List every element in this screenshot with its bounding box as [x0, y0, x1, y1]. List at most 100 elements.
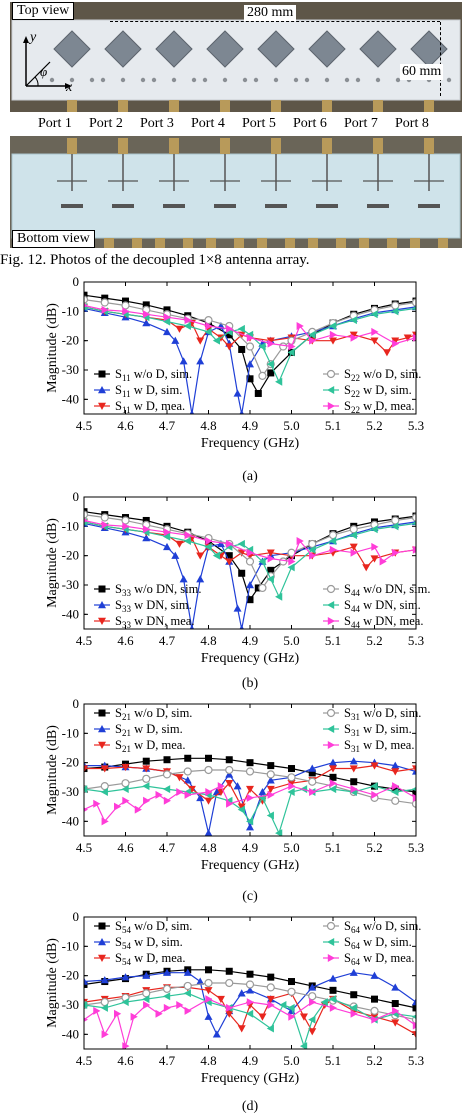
data-point: [327, 938, 335, 946]
data-point: [267, 369, 275, 377]
legend-entry: S64 w D, sim.: [323, 935, 412, 951]
data-point: [349, 316, 357, 325]
data-point: [287, 563, 295, 572]
data-point: [308, 1028, 317, 1036]
data-point: [391, 1000, 399, 1008]
data-point: [279, 342, 288, 351]
connector: [118, 138, 128, 154]
x-tick-label: 4.8: [200, 1053, 216, 1068]
top-view-photo: [10, 2, 462, 112]
data-point: [98, 585, 106, 593]
data-point: [142, 989, 151, 998]
data-point: [225, 331, 233, 339]
data-point: [412, 1004, 416, 1012]
data-point: [84, 807, 88, 812]
legend-entry: S21 w/o D, sim.: [94, 706, 192, 722]
svg-text:S44 w DN, sim.: S44 w DN, sim.: [344, 598, 421, 614]
data-point: [392, 548, 400, 557]
x-tick-label: 4.7: [159, 840, 176, 855]
data-point: [183, 776, 192, 784]
port-label-4: Port 4: [191, 116, 225, 131]
data-point: [326, 921, 336, 931]
data-point: [296, 537, 304, 545]
series-line: [84, 986, 416, 1035]
legend-entry: S33 w DN, sim.: [94, 598, 192, 614]
connector: [67, 138, 77, 154]
data-point: [267, 973, 275, 981]
data-point: [308, 539, 317, 549]
data-point: [309, 998, 317, 1007]
data-point: [329, 765, 337, 773]
port-label-5: Port 5: [242, 116, 276, 131]
data-point: [196, 357, 205, 365]
x-tick-label: 5.0: [283, 418, 299, 433]
height-dimension-arrow: [440, 22, 441, 96]
data-point: [246, 759, 254, 767]
data-point: [204, 978, 213, 988]
svg-text:S21 w/o D, sim.: S21 w/o D, sim.: [115, 706, 192, 722]
chart-4: 4.5 4.6 4.7 4.8 4.9 5.0 5.1 5.2 5.3 0 -10 -20 -30 -40…: [45, 909, 424, 1114]
data-point: [163, 756, 171, 764]
legend-entry: S64 w D, mea.: [323, 951, 414, 967]
y-tick-label: -20: [62, 333, 79, 348]
port-label-2: Port 2: [89, 116, 123, 131]
data-point: [98, 617, 106, 625]
data-point: [238, 345, 246, 353]
data-point: [412, 793, 416, 802]
data-point: [163, 313, 171, 322]
data-point: [179, 357, 188, 365]
data-point: [391, 522, 399, 531]
port-label-6: Port 6: [293, 116, 327, 131]
port-label-7: Port 7: [344, 116, 378, 131]
data-point: [100, 788, 108, 796]
data-point: [216, 995, 225, 1004]
data-point: [308, 1015, 316, 1024]
data-point: [349, 968, 358, 976]
data-point: [184, 754, 192, 762]
series-line: [84, 972, 416, 1036]
data-point: [288, 978, 295, 986]
data-point: [162, 984, 172, 993]
x-axis-label: Frequency (GHz): [201, 858, 300, 873]
data-point: [93, 1006, 101, 1015]
data-point: [163, 992, 171, 1001]
data-point: [142, 971, 151, 979]
chart-3: 4.5 4.6 4.7 4.8 4.9 5.0 5.1 5.2 5.3 0 -10 -20 -30 -40…: [45, 696, 424, 904]
x-tick-label: 4.6: [117, 1053, 134, 1068]
data-point: [391, 785, 399, 793]
data-point: [239, 625, 244, 629]
data-point: [121, 301, 130, 310]
patch-element: [257, 30, 295, 68]
data-point: [134, 805, 142, 814]
data-point: [100, 765, 109, 773]
data-point: [122, 307, 130, 316]
data-point: [327, 402, 335, 410]
data-point: [225, 765, 234, 775]
svg-text:S54 w D, mea.: S54 w D, mea.: [115, 951, 185, 967]
data-point: [184, 316, 192, 325]
data-point: [246, 793, 254, 802]
data-point: [329, 995, 337, 1004]
data-point: [100, 782, 109, 791]
y-axis-label: Magnitude (dB): [45, 303, 60, 393]
data-point: [246, 823, 254, 831]
data-point: [212, 1030, 221, 1038]
patch-element: [155, 30, 193, 68]
data-point: [275, 829, 283, 836]
legend-entry: S31 w D, mea.: [323, 738, 414, 754]
data-point: [93, 799, 101, 808]
y-tick-label: -30: [62, 997, 79, 1012]
bottom-view-label: Bottom view: [12, 230, 95, 248]
data-point: [308, 769, 316, 777]
patch-element: [308, 30, 346, 68]
data-point: [100, 513, 109, 522]
data-point: [279, 1001, 287, 1009]
data-point: [350, 1009, 358, 1018]
data-point: [163, 542, 171, 551]
data-point: [205, 537, 213, 545]
legend-entry: S31 w D, sim.: [323, 722, 412, 738]
data-point: [371, 542, 379, 551]
subfigure-label: (d): [242, 1099, 259, 1114]
data-point: [245, 767, 255, 776]
data-point: [237, 805, 245, 814]
